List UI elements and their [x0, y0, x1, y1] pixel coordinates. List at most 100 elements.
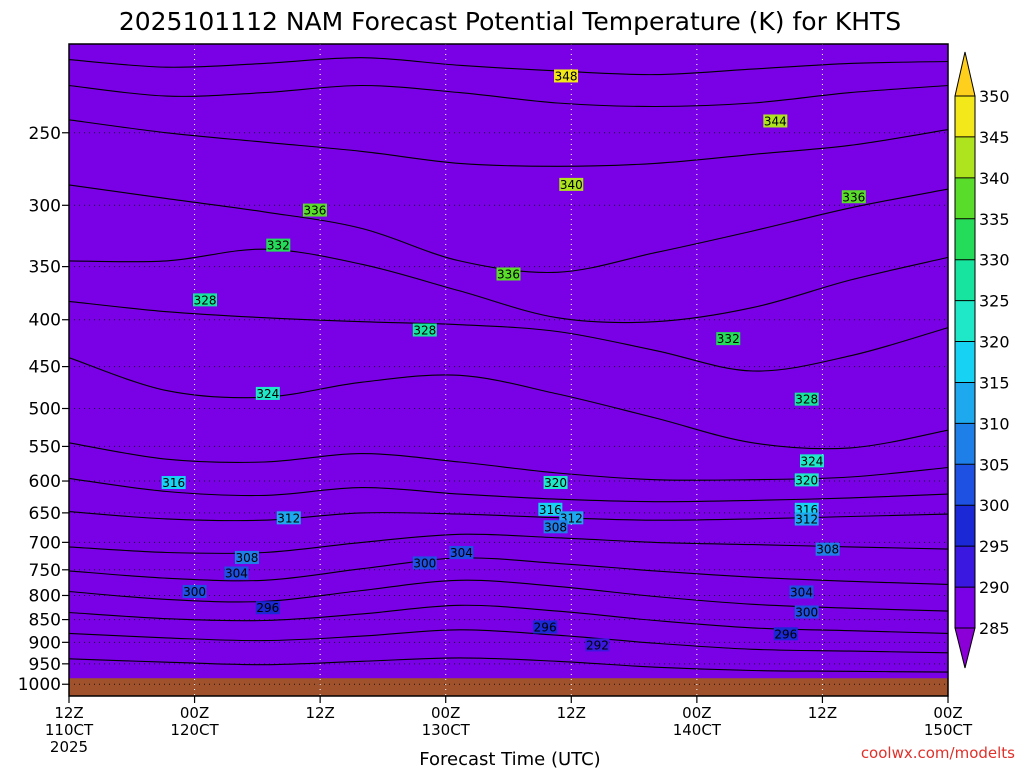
contour-label: 336 — [842, 190, 865, 204]
contour-label-bg — [794, 512, 819, 526]
y-tick-label: 500 — [29, 400, 61, 420]
y-tick-label: 300 — [29, 196, 61, 216]
contour-label: 300 — [795, 606, 818, 620]
isentrope-292 — [68, 629, 949, 654]
x-tick-label: 00Z — [933, 704, 962, 722]
y-tick-label: 750 — [29, 561, 61, 581]
isentrope-296 — [68, 604, 949, 634]
contour-label-bg — [412, 556, 437, 570]
plot-frame — [68, 43, 949, 697]
contour-label: 328 — [413, 324, 436, 338]
y-tick-label: 1000 — [18, 675, 61, 695]
colorbar-label: 285 — [979, 619, 1010, 638]
contour-label: 336 — [497, 267, 520, 281]
contour-label: 324 — [256, 387, 279, 401]
colorbar-label: 345 — [979, 128, 1010, 147]
y-tick-label: 800 — [29, 586, 61, 606]
colorbar-segment — [955, 341, 975, 383]
colorbar-label: 305 — [979, 455, 1010, 474]
colorbar-label: 320 — [979, 333, 1010, 352]
contour-label: 316 — [539, 503, 562, 517]
isentrope-contours — [68, 57, 949, 673]
contour-label-bg — [412, 323, 437, 337]
theta-band — [69, 44, 948, 673]
contour-label: 316 — [162, 476, 185, 490]
x-tick-label: 150CT — [924, 721, 973, 739]
contour-label: 320 — [544, 476, 567, 490]
contour-label: 304 — [790, 585, 813, 599]
colorbar-label: 325 — [979, 292, 1010, 311]
credit-link[interactable]: coolwx.com/modelts — [861, 744, 1015, 762]
isentrope-328 — [68, 300, 949, 372]
y-tick-label: 250 — [29, 124, 61, 144]
colorbar-label: 310 — [979, 414, 1010, 433]
isentrope-340 — [68, 119, 949, 167]
contour-label-bg — [554, 69, 579, 83]
y-tick-label: 950 — [29, 655, 61, 675]
contour-label: 332 — [267, 239, 290, 253]
colorbar-segment — [955, 423, 975, 465]
y-tick-label: 900 — [29, 633, 61, 653]
colorbar-arrow-top — [954, 51, 976, 97]
contour-label-bg — [533, 620, 558, 634]
colorbar-label: 340 — [979, 169, 1010, 188]
contour-label: 300 — [413, 556, 436, 570]
contour-label-bg — [302, 203, 327, 217]
x-tick-label: 110CT — [45, 721, 94, 739]
contour-label: 308 — [816, 543, 839, 557]
y-tick-label: 550 — [29, 437, 61, 457]
x-tick-label: 12Z — [808, 704, 837, 722]
isentrope-332 — [68, 248, 949, 324]
x-tick-label: 12Z — [54, 704, 83, 722]
y-axis: 2503003504004505005506006507007508008509… — [18, 124, 69, 695]
colorbar-segment — [955, 464, 975, 506]
y-tick-label: 400 — [29, 311, 61, 331]
contour-label: 344 — [764, 114, 787, 128]
contour-label-bg — [449, 546, 474, 560]
colorbar-label: 295 — [979, 537, 1010, 556]
x-axis-label: Forecast Time (UTC) — [419, 749, 600, 768]
contour-label-bg — [585, 638, 610, 652]
contour-label-bg — [255, 386, 280, 400]
colorbar-label: 300 — [979, 496, 1010, 515]
contour-label: 308 — [544, 520, 567, 534]
contour-label: 320 — [795, 473, 818, 487]
isentrope-308 — [68, 533, 949, 555]
y-tick-label: 450 — [29, 358, 61, 378]
contour-label: 336 — [303, 204, 326, 218]
contour-label: 332 — [717, 332, 740, 346]
isentrope-348 — [68, 57, 949, 76]
contour-label: 296 — [534, 620, 557, 634]
contour-label: 328 — [194, 293, 217, 307]
contour-label-bg — [763, 114, 788, 128]
contour-label: 304 — [225, 566, 248, 580]
contour-label: 300 — [183, 585, 206, 599]
colorbar-arrow-bottom — [954, 627, 976, 669]
colorbar-segment — [955, 382, 975, 424]
contour-label-bg — [716, 332, 741, 346]
colorbar-label: 350 — [979, 87, 1010, 106]
contour-label: 328 — [795, 393, 818, 407]
contour-label: 312 — [277, 511, 300, 525]
y-tick-label: 600 — [29, 472, 61, 492]
contour-label-bg — [266, 238, 291, 252]
colorbar-segment — [955, 587, 975, 629]
x-tick-label: 00Z — [180, 704, 209, 722]
colorbar-segment — [955, 546, 975, 588]
contour-label-bg — [543, 520, 568, 534]
x-tick-label: 00Z — [682, 704, 711, 722]
x-tick-label: 140CT — [673, 721, 722, 739]
grid-lines — [69, 44, 948, 696]
contour-label-bg — [794, 605, 819, 619]
x-tick-label: 00Z — [431, 704, 460, 722]
contour-label: 312 — [795, 513, 818, 527]
colorbar-segment — [955, 259, 975, 302]
isentrope-344 — [68, 84, 949, 108]
y-tick-label: 700 — [29, 533, 61, 553]
chart-title: 2025101112 NAM Forecast Potential Temper… — [119, 7, 901, 36]
contour-label-bg — [182, 584, 207, 598]
contour-label-bg — [496, 267, 521, 281]
contour-label-bg — [276, 511, 301, 525]
isentrope-288 — [68, 657, 949, 673]
x-tick-label: 2025 — [50, 738, 88, 756]
